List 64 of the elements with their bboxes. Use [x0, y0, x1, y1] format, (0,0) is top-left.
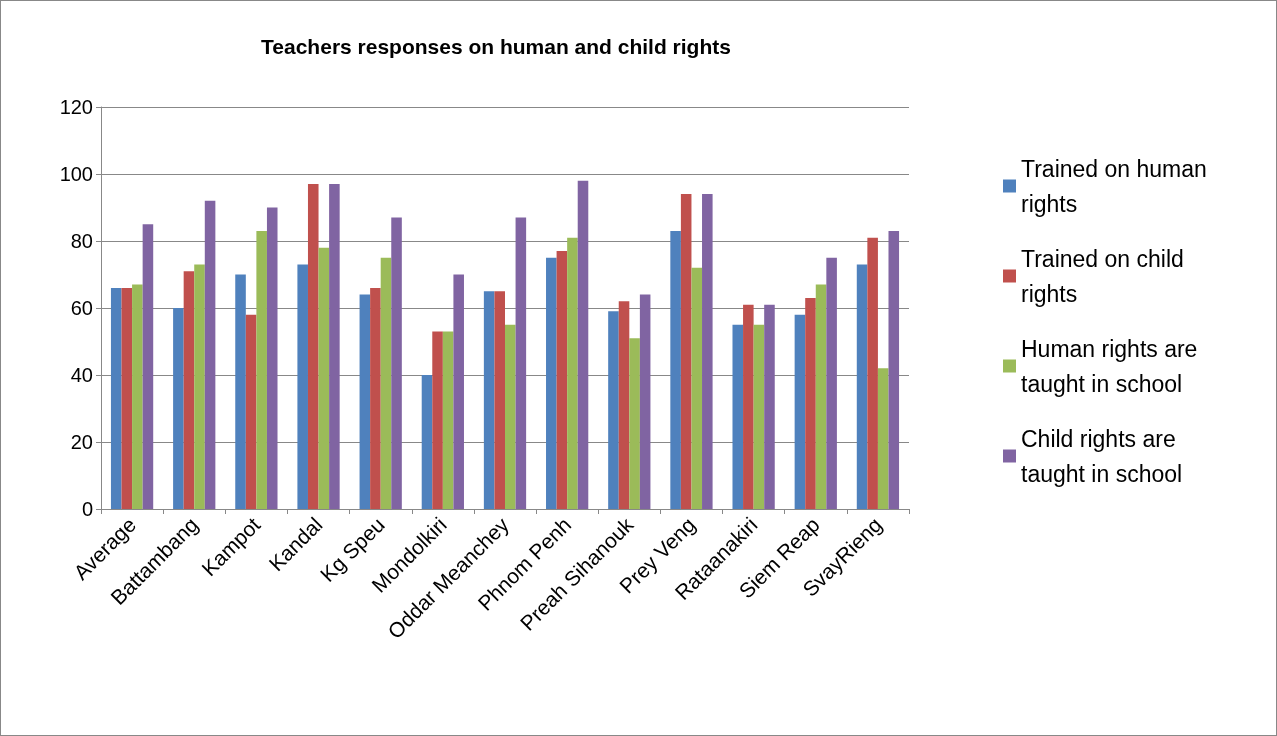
- bar: [183, 271, 195, 509]
- bar: [505, 324, 516, 509]
- bar: [856, 264, 868, 509]
- bar: [121, 287, 133, 509]
- bar: [764, 304, 775, 509]
- bar: [370, 287, 381, 509]
- bar: [442, 331, 454, 509]
- y-tick-label: 100: [59, 163, 93, 185]
- bar: [867, 237, 878, 509]
- bar: [670, 230, 681, 509]
- y-tick-label: 120: [59, 96, 93, 118]
- bar: [888, 230, 900, 509]
- bar: [515, 217, 527, 509]
- bar: [702, 194, 713, 509]
- legend-label: Trained on human rights: [1021, 155, 1214, 217]
- bar: [743, 304, 754, 509]
- bar: [432, 331, 443, 509]
- bar: [483, 291, 495, 509]
- bar: [245, 314, 257, 509]
- bar: [794, 314, 806, 509]
- bar: [753, 324, 765, 509]
- legend-label: Trained on child rights: [1021, 245, 1191, 307]
- bar: [639, 294, 651, 509]
- bar: [691, 267, 703, 509]
- bar: [359, 294, 371, 509]
- bar: [629, 338, 640, 509]
- bar: [266, 207, 278, 509]
- bar: [805, 297, 816, 509]
- y-tick-label: 60: [70, 297, 93, 319]
- bar: [577, 180, 589, 509]
- bar: [877, 368, 889, 509]
- bar: [307, 184, 319, 509]
- bar: [494, 291, 505, 509]
- bar: [815, 284, 827, 509]
- y-tick-label: 0: [81, 498, 93, 520]
- bar: [173, 308, 184, 509]
- y-tick-label: 40: [70, 364, 93, 386]
- chart-title: Teachers responses on human and child rights: [261, 35, 731, 58]
- bar: [556, 251, 568, 509]
- legend-label: Human rights are taught in school: [1021, 335, 1204, 397]
- y-tick-label: 20: [70, 431, 93, 453]
- bar: [453, 274, 464, 509]
- bar: [546, 257, 557, 509]
- bar: [142, 224, 154, 509]
- bar: [421, 375, 433, 509]
- bar: [110, 287, 122, 509]
- bar: [256, 230, 267, 509]
- bar: [680, 194, 692, 509]
- bar: [318, 247, 330, 509]
- bar: [204, 200, 216, 509]
- y-tick-label: 80: [70, 230, 93, 252]
- bar: [391, 217, 402, 509]
- bar: [608, 311, 619, 509]
- bar: [329, 184, 340, 509]
- legend-label: Child rights are taught in school: [1021, 425, 1183, 487]
- bar: [732, 324, 744, 509]
- bar: [194, 264, 205, 509]
- bar: [235, 274, 246, 509]
- bar: [380, 257, 392, 509]
- bar: [826, 257, 837, 509]
- bar: [567, 237, 578, 509]
- bar: [132, 284, 143, 509]
- bar: [297, 264, 308, 509]
- bar: [618, 301, 630, 509]
